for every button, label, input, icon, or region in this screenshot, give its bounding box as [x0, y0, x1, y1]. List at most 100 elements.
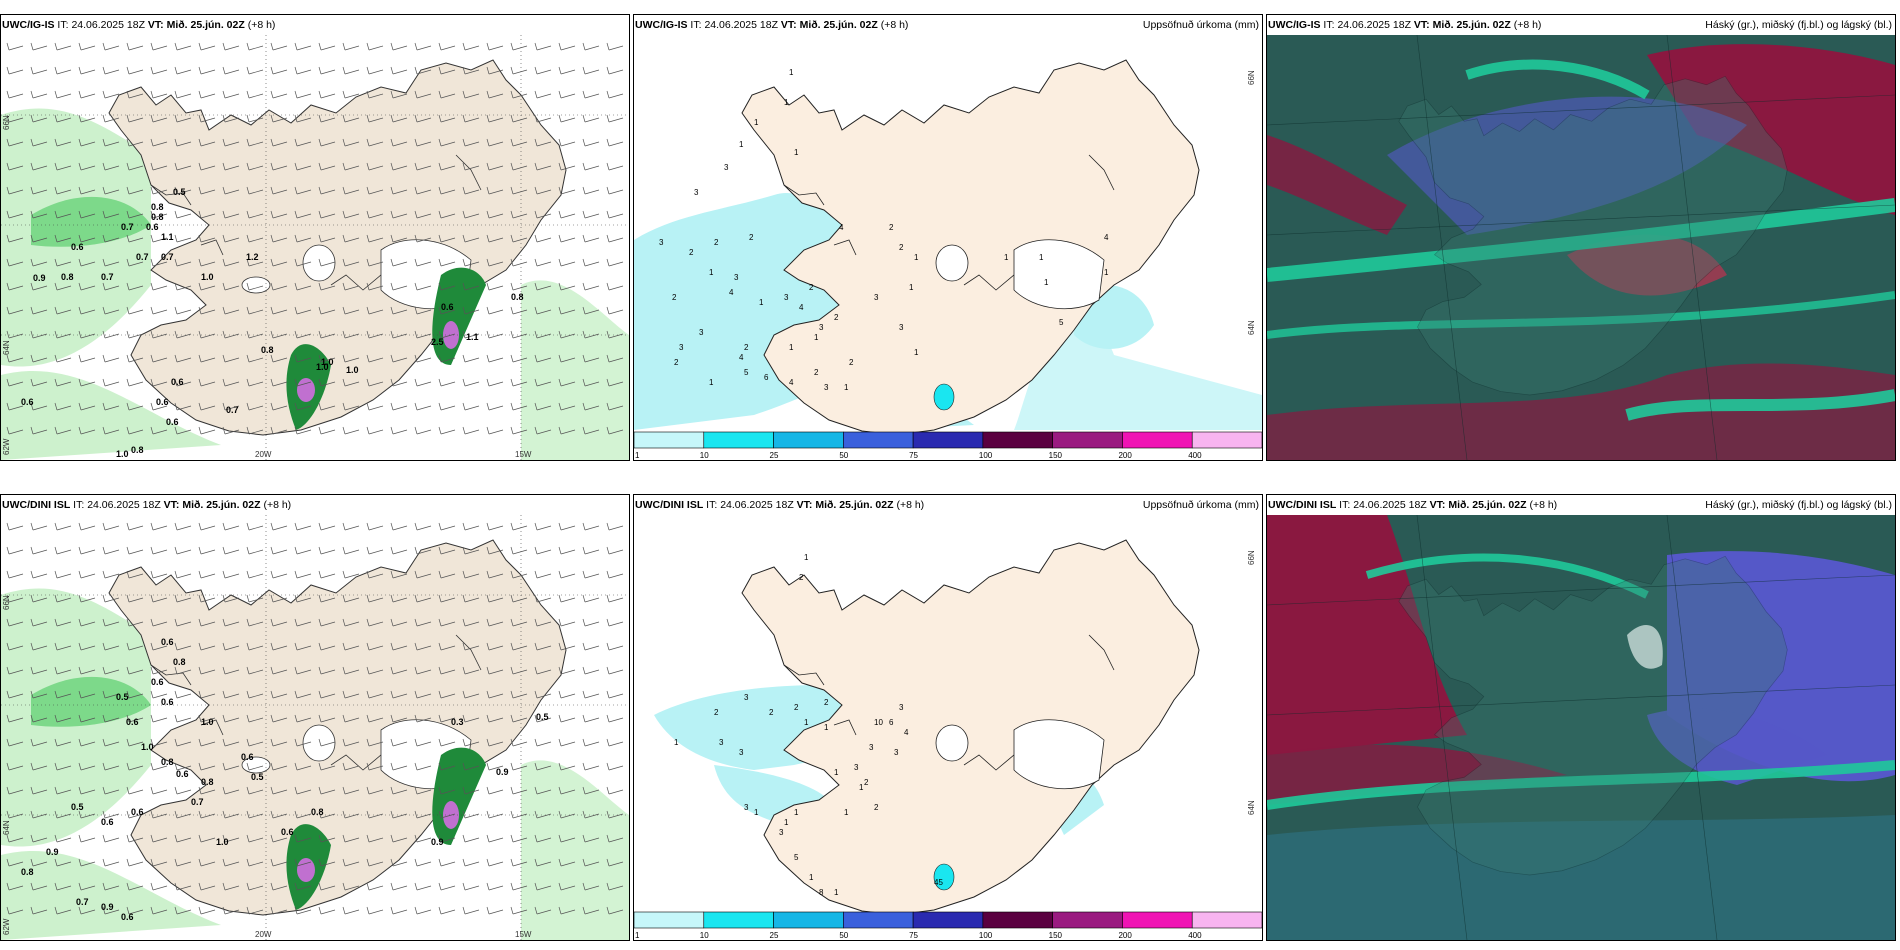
- precip-value-label: 0.9: [46, 847, 59, 857]
- wind-barb: [78, 66, 96, 75]
- wind-barb: [438, 234, 456, 243]
- precip-value-label: 0.6: [156, 397, 169, 407]
- precip-value-label: 0.6: [21, 397, 34, 407]
- wind-barb: [342, 522, 360, 531]
- accum-value-label: 1: [1044, 278, 1049, 287]
- accum-max-south: [933, 863, 955, 891]
- precip-value-label: 0.7: [121, 222, 134, 232]
- wind-barb: [318, 42, 336, 51]
- wind-barb: [462, 66, 480, 75]
- accum-value-label: 1: [844, 383, 849, 392]
- wind-barb: [582, 378, 600, 387]
- wind-barb: [606, 762, 624, 771]
- wind-barb: [318, 906, 336, 915]
- wind-barb: [438, 306, 456, 315]
- accum-value-label: 2: [874, 803, 879, 812]
- wind-barb: [510, 594, 528, 603]
- wind-barb: [318, 546, 336, 555]
- wind-barb: [222, 522, 240, 531]
- wind-barb: [198, 90, 216, 99]
- wind-barb: [198, 546, 216, 555]
- graticule-line: [1267, 94, 1895, 126]
- colorbar-tick-label: 75: [909, 931, 918, 940]
- lead-time: (+8 h): [1529, 499, 1558, 511]
- wind-barb: [462, 858, 480, 867]
- wind-barb: [126, 546, 144, 555]
- wind-barb: [582, 714, 600, 723]
- wind-barb: [270, 186, 288, 195]
- iceland-land: [741, 539, 1200, 916]
- accum-value-label: 3: [659, 238, 664, 247]
- wind-barb: [174, 42, 192, 51]
- precip-value-label: 0.9: [431, 837, 444, 847]
- wind-barb: [534, 546, 552, 555]
- precip-value-label: 0.5: [116, 692, 129, 702]
- wind-barb: [150, 282, 168, 291]
- wind-barb: [414, 786, 432, 795]
- wind-barb: [438, 666, 456, 675]
- wind-barb: [558, 66, 576, 75]
- wind-barb: [366, 210, 384, 219]
- wind-barb: [366, 690, 384, 699]
- wind-barb: [54, 258, 72, 267]
- wind-barb: [54, 666, 72, 675]
- wind-barb: [54, 90, 72, 99]
- lon-label-15w: 15W: [515, 930, 532, 939]
- wind-barb: [174, 546, 192, 555]
- wind-barb: [510, 762, 528, 771]
- wind-barb: [294, 714, 312, 723]
- wind-barb: [414, 882, 432, 891]
- accum-value-label: 3: [719, 738, 724, 747]
- wind-barb: [534, 882, 552, 891]
- wind-barb: [510, 786, 528, 795]
- wind-barb: [54, 594, 72, 603]
- accum-value-label: 1: [789, 343, 794, 352]
- wind-barb: [294, 762, 312, 771]
- wind-barb: [342, 666, 360, 675]
- low-cloud-band: [1365, 553, 1649, 599]
- wind-barb: [294, 114, 312, 123]
- wind-barb: [198, 330, 216, 339]
- wind-barb: [54, 306, 72, 315]
- wind-barb: [6, 210, 24, 219]
- wind-barb: [390, 234, 408, 243]
- wind-barb: [30, 42, 48, 51]
- wind-barb: [558, 354, 576, 363]
- wind-barb: [582, 786, 600, 795]
- wind-barb: [294, 546, 312, 555]
- wind-barb: [582, 594, 600, 603]
- wind-barb: [150, 906, 168, 915]
- precip-value-label: 0.5: [71, 802, 84, 812]
- precip-value-label: 0.5: [251, 772, 264, 782]
- wind-barb: [294, 330, 312, 339]
- lat-label-64n: 64N: [2, 340, 11, 355]
- colorbar-swatch: [703, 911, 774, 929]
- wind-barb: [150, 162, 168, 171]
- wind-barb: [558, 546, 576, 555]
- wind-barb: [462, 522, 480, 531]
- wind-barb: [30, 402, 48, 411]
- wind-barb: [510, 834, 528, 843]
- wind-barb: [30, 282, 48, 291]
- wind-barb: [390, 786, 408, 795]
- vt-label: VT:: [796, 499, 813, 511]
- precip-value-label: 0.8: [151, 202, 164, 212]
- wind-barb: [6, 234, 24, 243]
- wind-barb: [246, 810, 264, 819]
- wind-barb: [438, 402, 456, 411]
- wind-barb: [78, 858, 96, 867]
- glacier-langjokull: [302, 244, 336, 282]
- wind-barb: [102, 906, 120, 915]
- wind-barb: [174, 426, 192, 435]
- precip-value-label: 2.5: [431, 337, 444, 347]
- wind-barb: [390, 354, 408, 363]
- accum-value-label: 4: [839, 223, 844, 232]
- accum-value-label: 3: [694, 188, 699, 197]
- wind-barb: [294, 162, 312, 171]
- wind-barb: [174, 714, 192, 723]
- wind-barb: [294, 906, 312, 915]
- colorbar-swatch: [982, 911, 1053, 929]
- wind-barb: [294, 210, 312, 219]
- wind-barb: [30, 618, 48, 627]
- wind-barb: [534, 378, 552, 387]
